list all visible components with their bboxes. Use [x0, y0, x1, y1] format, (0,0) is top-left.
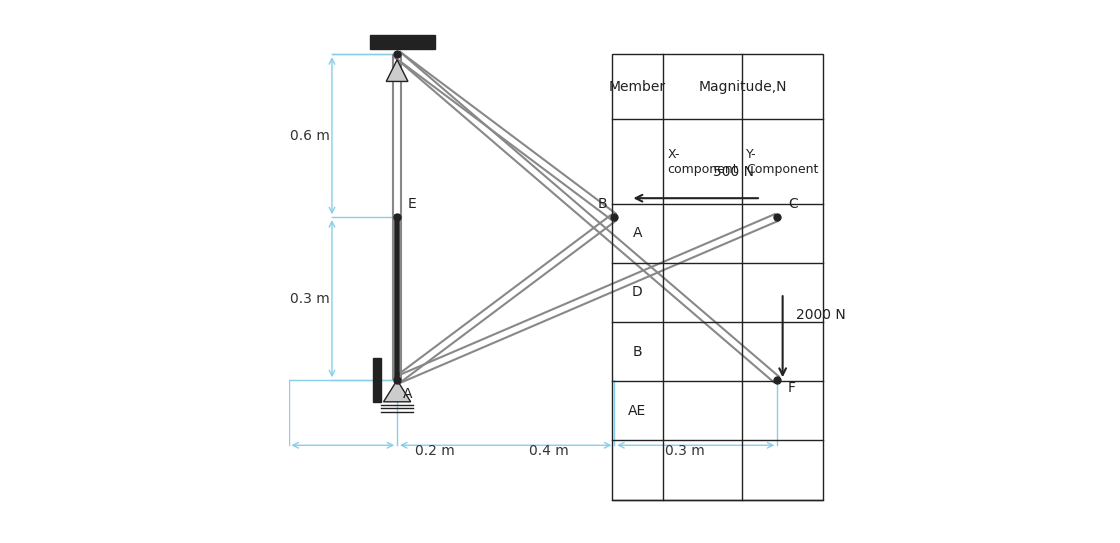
Bar — [373, 358, 381, 402]
Text: Member: Member — [609, 80, 666, 94]
Polygon shape — [383, 380, 411, 402]
Text: Y-
Component: Y- Component — [746, 148, 819, 175]
Text: D: D — [632, 286, 643, 299]
Text: A: A — [633, 226, 642, 240]
Text: 0.4 m: 0.4 m — [530, 444, 569, 458]
Text: F: F — [788, 381, 796, 395]
Text: 0.3 m: 0.3 m — [290, 292, 330, 306]
Text: B: B — [598, 197, 608, 211]
Bar — [370, 35, 435, 49]
Bar — [612, 54, 823, 500]
Text: A: A — [402, 387, 412, 401]
Text: 0.2 m: 0.2 m — [416, 444, 455, 458]
Text: C: C — [788, 197, 797, 211]
Text: 2000 N: 2000 N — [796, 308, 846, 322]
Text: B: B — [633, 345, 642, 358]
Text: 500 N: 500 N — [713, 165, 754, 179]
Text: D: D — [408, 39, 419, 53]
Polygon shape — [386, 60, 408, 81]
Text: X-
component: X- component — [668, 148, 738, 175]
Text: 0.3 m: 0.3 m — [665, 444, 704, 458]
Text: AE: AE — [628, 404, 646, 418]
Text: E: E — [408, 197, 417, 211]
Text: Magnitude,N: Magnitude,N — [699, 80, 787, 94]
Text: 0.6 m: 0.6 m — [290, 129, 330, 143]
